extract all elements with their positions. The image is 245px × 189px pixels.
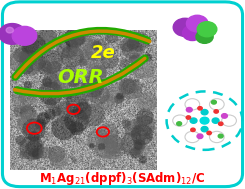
Circle shape [201, 126, 208, 132]
Circle shape [221, 114, 227, 118]
Circle shape [196, 30, 213, 43]
Circle shape [207, 131, 211, 135]
Circle shape [201, 109, 208, 115]
Circle shape [186, 15, 208, 32]
Circle shape [6, 27, 13, 33]
Text: M$_1$Ag$_{21}$(dppf)$_3$(SAdm)$_{12}$/C: M$_1$Ag$_{21}$(dppf)$_3$(SAdm)$_{12}$/C [39, 170, 206, 187]
FancyArrowPatch shape [15, 31, 150, 77]
Circle shape [214, 110, 218, 113]
FancyArrowPatch shape [15, 58, 145, 94]
Circle shape [0, 24, 26, 44]
Circle shape [218, 134, 223, 138]
Circle shape [186, 108, 192, 112]
Circle shape [212, 118, 219, 123]
Circle shape [190, 118, 197, 123]
Circle shape [219, 122, 223, 125]
Circle shape [186, 116, 191, 119]
FancyArrowPatch shape [15, 31, 147, 77]
Circle shape [211, 100, 216, 104]
Circle shape [173, 18, 197, 36]
FancyArrowPatch shape [17, 58, 145, 94]
Circle shape [191, 128, 195, 132]
Circle shape [197, 22, 217, 37]
Circle shape [200, 117, 209, 124]
Circle shape [12, 26, 37, 45]
Circle shape [183, 26, 202, 40]
Text: ORR: ORR [58, 68, 104, 87]
Circle shape [197, 134, 203, 139]
Circle shape [198, 107, 202, 110]
Text: 2e: 2e [90, 44, 115, 62]
Circle shape [177, 122, 182, 125]
